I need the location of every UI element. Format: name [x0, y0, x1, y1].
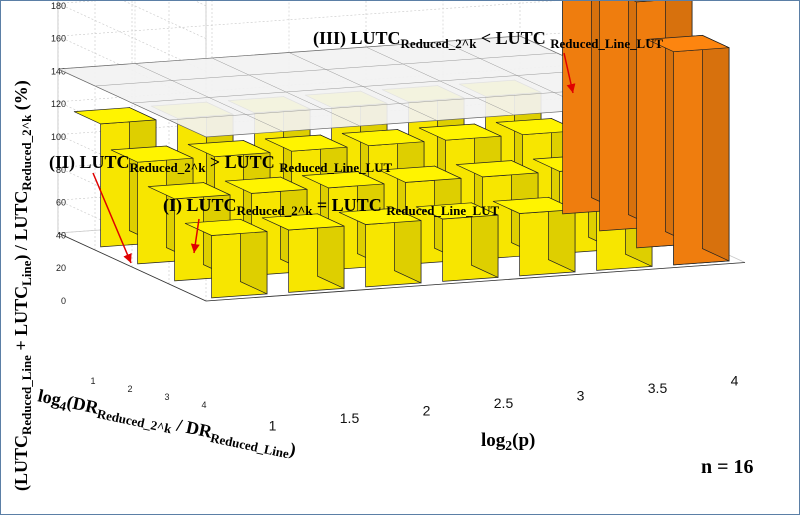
bar	[492, 196, 576, 277]
z-tick-label: 100	[51, 132, 66, 142]
x-tick-labels: 1 1.5 2 2.5 3 3.5 4	[269, 372, 739, 433]
arrow-ii	[92, 172, 132, 264]
x-axis-label: log2(p)	[481, 430, 535, 453]
svg-text:(III) LUTCReduced_2^k < LUTC R: (III) LUTCReduced_2^k < LUTC Reduced_Lin…	[313, 28, 664, 51]
z-tick-label: 40	[56, 230, 66, 240]
annotation-i: (I) LUTCReduced_2^k = LUTC Reduced_Line_…	[163, 195, 500, 218]
svg-text:(II) LUTCReduced_2^k > LUTC Re: (II) LUTCReduced_2^k > LUTC Reduced_Line…	[49, 152, 393, 175]
high-bars	[562, 1, 730, 266]
svg-text:(I) LUTCReduced_2^k = LUTC Red: (I) LUTCReduced_2^k = LUTC Reduced_Line_…	[163, 195, 500, 218]
x-axis-line	[205, 262, 746, 302]
y-tick-label: 4	[201, 400, 206, 410]
y-tick-label: 2	[127, 384, 132, 394]
y-tick-label: 1	[90, 376, 95, 386]
bar	[415, 202, 499, 282]
x-tick-label: 2.5	[494, 395, 514, 411]
z-tick-label: 20	[56, 263, 66, 273]
annotation-arrows	[92, 52, 576, 264]
bar	[184, 218, 268, 299]
z-tick-label: 160	[51, 34, 66, 44]
y-tick-labels: 1 2 3 4	[90, 376, 206, 410]
y-tick-label: 3	[164, 392, 169, 402]
x-tick-label: 4	[731, 372, 739, 388]
x-tick-label: 1.5	[340, 410, 360, 426]
z-tick-label: 120	[51, 99, 66, 109]
z-tick-label: 80	[56, 165, 66, 175]
svg-text:log2(p): log2(p)	[481, 430, 535, 453]
bar	[338, 207, 422, 288]
z-tick-labels: 020406080100120140160180200	[51, 1, 66, 306]
reference-plane	[57, 35, 669, 138]
y-axis-line	[57, 232, 207, 302]
x-tick-label: 3.5	[648, 380, 668, 396]
bar	[646, 34, 730, 266]
bar	[261, 213, 345, 293]
z-tick-label: 140	[51, 66, 66, 76]
z-tick-label: 0	[61, 296, 66, 306]
z-axis-label: (LUTCReduced_Line + LUTCLine) / LUTCRedu…	[11, 80, 34, 491]
svg-text:(LUTCReduced_Line + LUTCLine): (LUTCReduced_Line + LUTCLine) / LUTCRedu…	[11, 80, 34, 491]
annotation-iii: (III) LUTCReduced_2^k < LUTC Reduced_Lin…	[313, 28, 664, 51]
x-tick-label: 2	[423, 402, 431, 418]
x-tick-label: 1	[269, 417, 277, 433]
arrow-iii	[563, 52, 576, 94]
z-tick-label: 60	[56, 198, 66, 208]
annotation-ii: (II) LUTCReduced_2^k > LUTC Reduced_Line…	[49, 152, 393, 175]
x-tick-label: 3	[577, 387, 585, 403]
sample-size-note: n = 16	[701, 456, 754, 478]
arrow-i	[190, 218, 200, 254]
z-tick-label: 180	[51, 1, 66, 11]
